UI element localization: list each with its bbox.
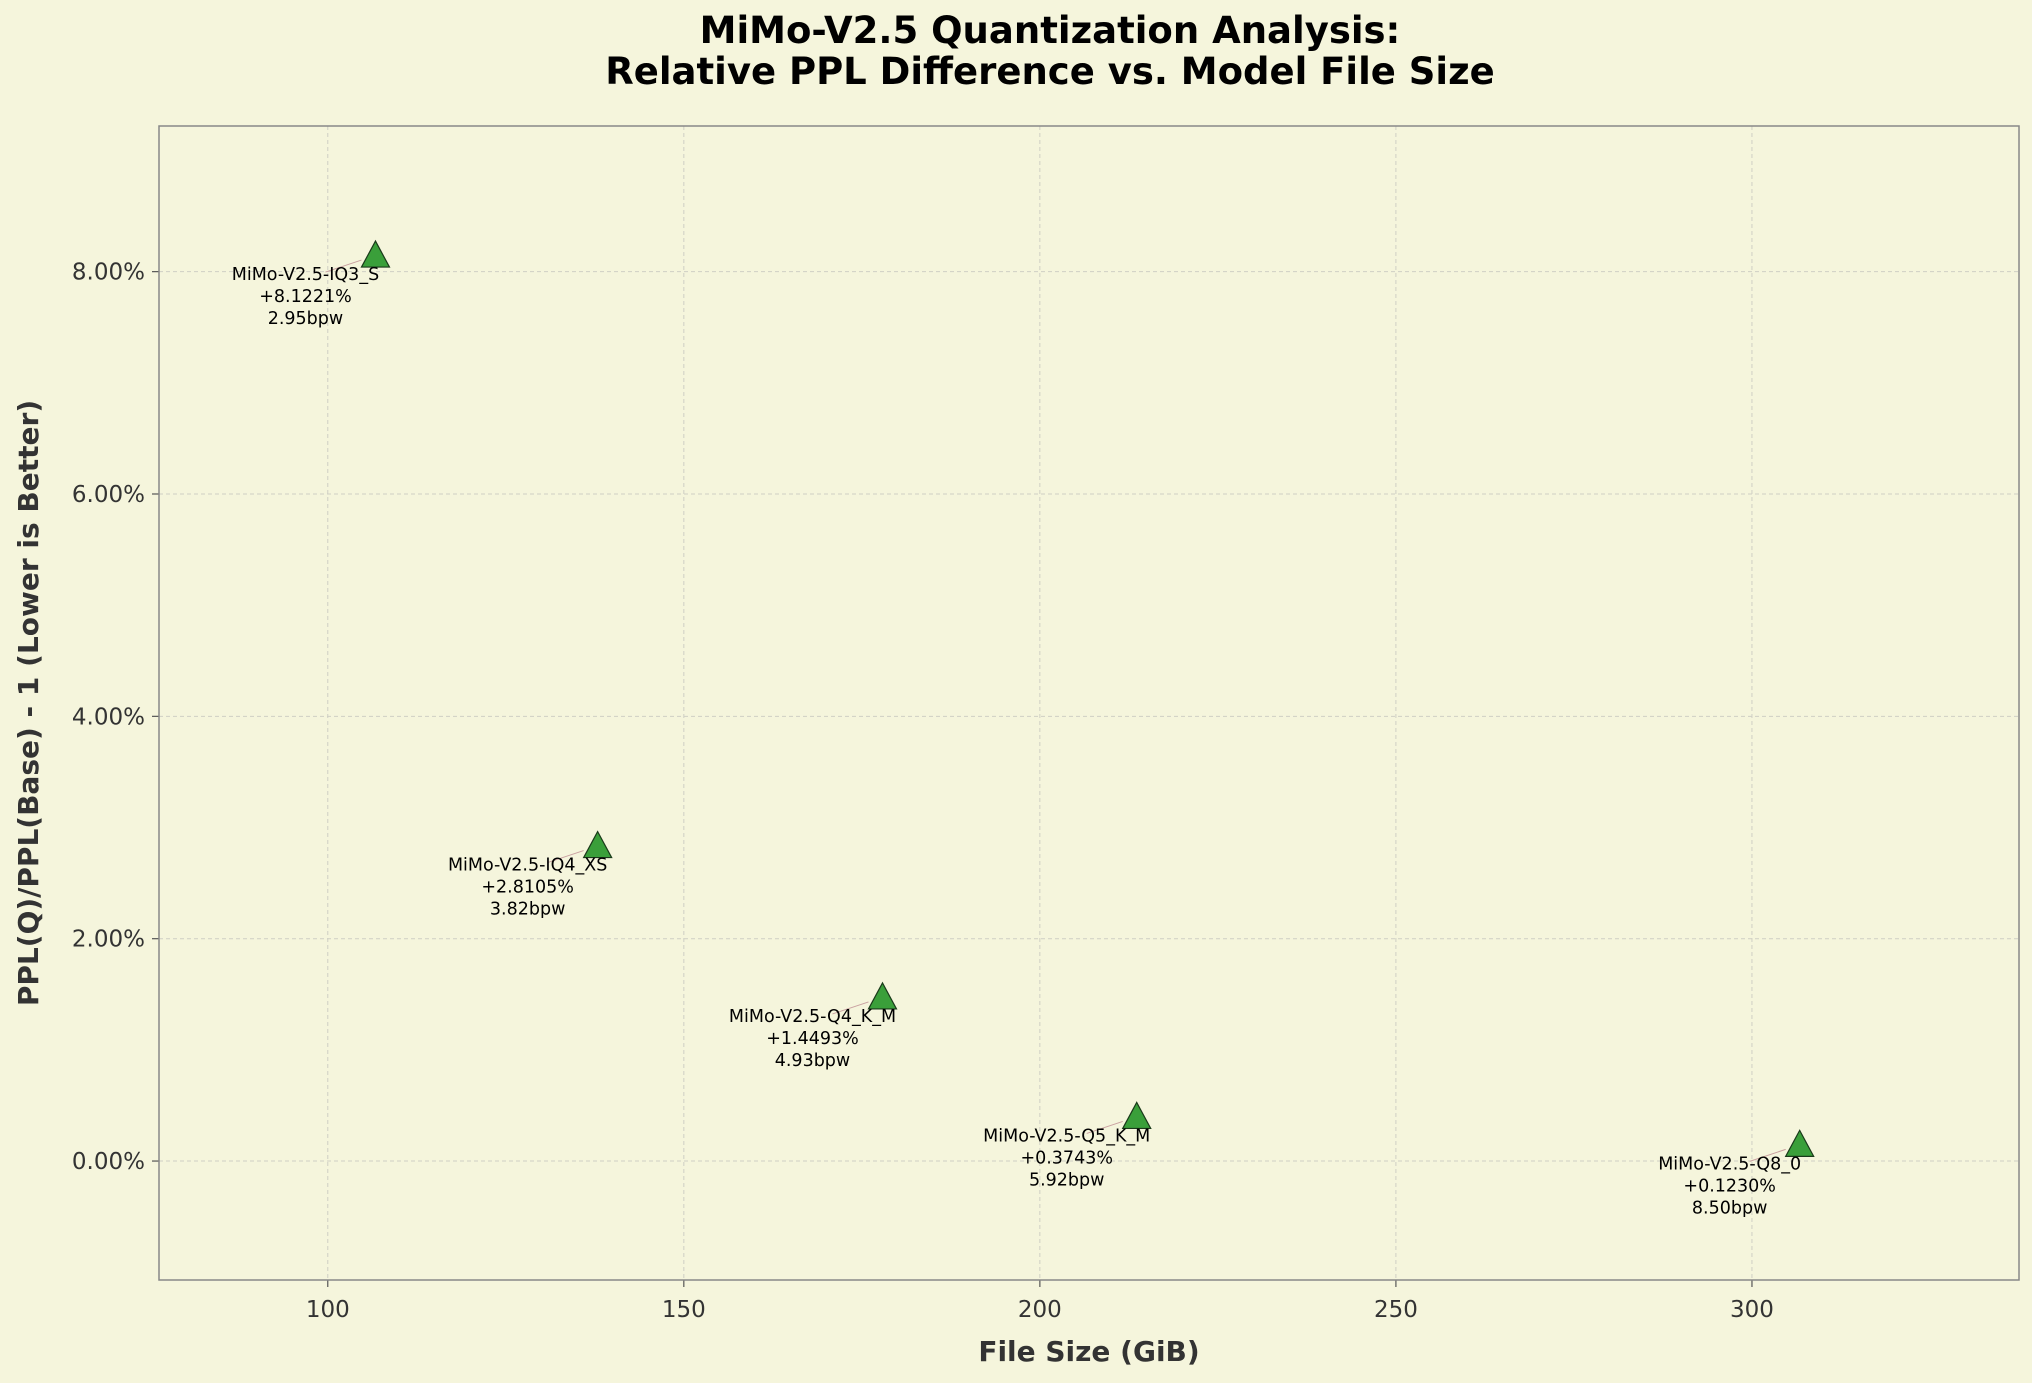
point-pct-label: +2.8105%: [481, 878, 574, 898]
point-pct-label: +0.1230%: [1683, 1176, 1776, 1196]
data-point: MiMo-V2.5-IQ4_XS+2.8105%3.82bpw: [448, 830, 613, 920]
point-pct-label: +8.1221%: [259, 287, 352, 307]
point-model-label: MiMo-V2.5-Q8_0: [1658, 1154, 1801, 1174]
point-bpw-label: 8.50bpw: [1692, 1198, 1768, 1218]
annotation-leader-line: [1749, 1148, 1786, 1162]
triangle-marker: [1784, 1129, 1815, 1157]
x-tick-label: 250: [1374, 1297, 1418, 1323]
point-model-label: MiMo-V2.5-Q5_K_M: [983, 1126, 1150, 1146]
x-tick-label: 200: [1018, 1297, 1062, 1323]
y-tick-label: 4.00%: [72, 704, 145, 730]
data-point: MiMo-V2.5-Q8_0+0.1230%8.50bpw: [1658, 1129, 1815, 1218]
annotation-leader-line: [547, 850, 584, 864]
triangle-marker: [360, 239, 391, 268]
y-tick-label: 0.00%: [72, 1149, 145, 1175]
point-bpw-label: 5.92bpw: [1029, 1170, 1105, 1190]
x-tick-label: 150: [662, 1297, 706, 1323]
triangle-marker: [867, 981, 898, 1010]
plot-area-frame: [158, 125, 2020, 1281]
triangle-marker: [1121, 1101, 1152, 1130]
y-axis-label: PPL(Q)/PPL(Base) - 1 (Lower is Better): [12, 400, 45, 1006]
x-tick-label: 300: [1730, 1297, 1774, 1323]
point-model-label: MiMo-V2.5-Q4_K_M: [729, 1007, 896, 1027]
annotation-leader-line: [832, 1001, 869, 1015]
grid: [159, 126, 2019, 1280]
y-axis-ticks: 0.00% 2.00% 4.00% 6.00% 8.00%: [72, 260, 159, 1175]
data-point: MiMo-V2.5-Q5_K_M+0.3743%5.92bpw: [983, 1101, 1152, 1190]
y-tick-label: 8.00%: [72, 260, 145, 286]
triangle-marker: [582, 830, 613, 859]
point-bpw-label: 4.93bpw: [775, 1051, 851, 1071]
y-tick-label: 6.00%: [72, 482, 145, 508]
x-axis-ticks: 100 150 200 250 300: [306, 1280, 1774, 1323]
x-tick-label: 100: [306, 1297, 350, 1323]
x-axis-label: File Size (GiB): [978, 1335, 1199, 1368]
chart-title-line-2: Relative PPL Difference vs. Model File S…: [605, 50, 1494, 93]
data-points: MiMo-V2.5-IQ3_S+8.1221%2.95bpwMiMo-V2.5-…: [232, 239, 1815, 1218]
point-bpw-label: 3.82bpw: [490, 900, 566, 920]
point-pct-label: +0.3743%: [1020, 1148, 1113, 1168]
point-model-label: MiMo-V2.5-IQ4_XS: [448, 856, 607, 876]
data-point: MiMo-V2.5-Q4_K_M+1.4493%4.93bpw: [729, 981, 898, 1071]
annotation-leader-line: [325, 259, 362, 273]
data-point: MiMo-V2.5-IQ3_S+8.1221%2.95bpw: [232, 239, 391, 329]
y-tick-label: 2.00%: [72, 927, 145, 953]
annotation-leader-line: [1086, 1120, 1123, 1134]
point-bpw-label: 2.95bpw: [268, 309, 344, 329]
point-pct-label: +1.4493%: [766, 1029, 859, 1049]
point-model-label: MiMo-V2.5-IQ3_S: [232, 265, 379, 285]
chart-title-line-1: MiMo-V2.5 Quantization Analysis:: [700, 9, 1401, 52]
